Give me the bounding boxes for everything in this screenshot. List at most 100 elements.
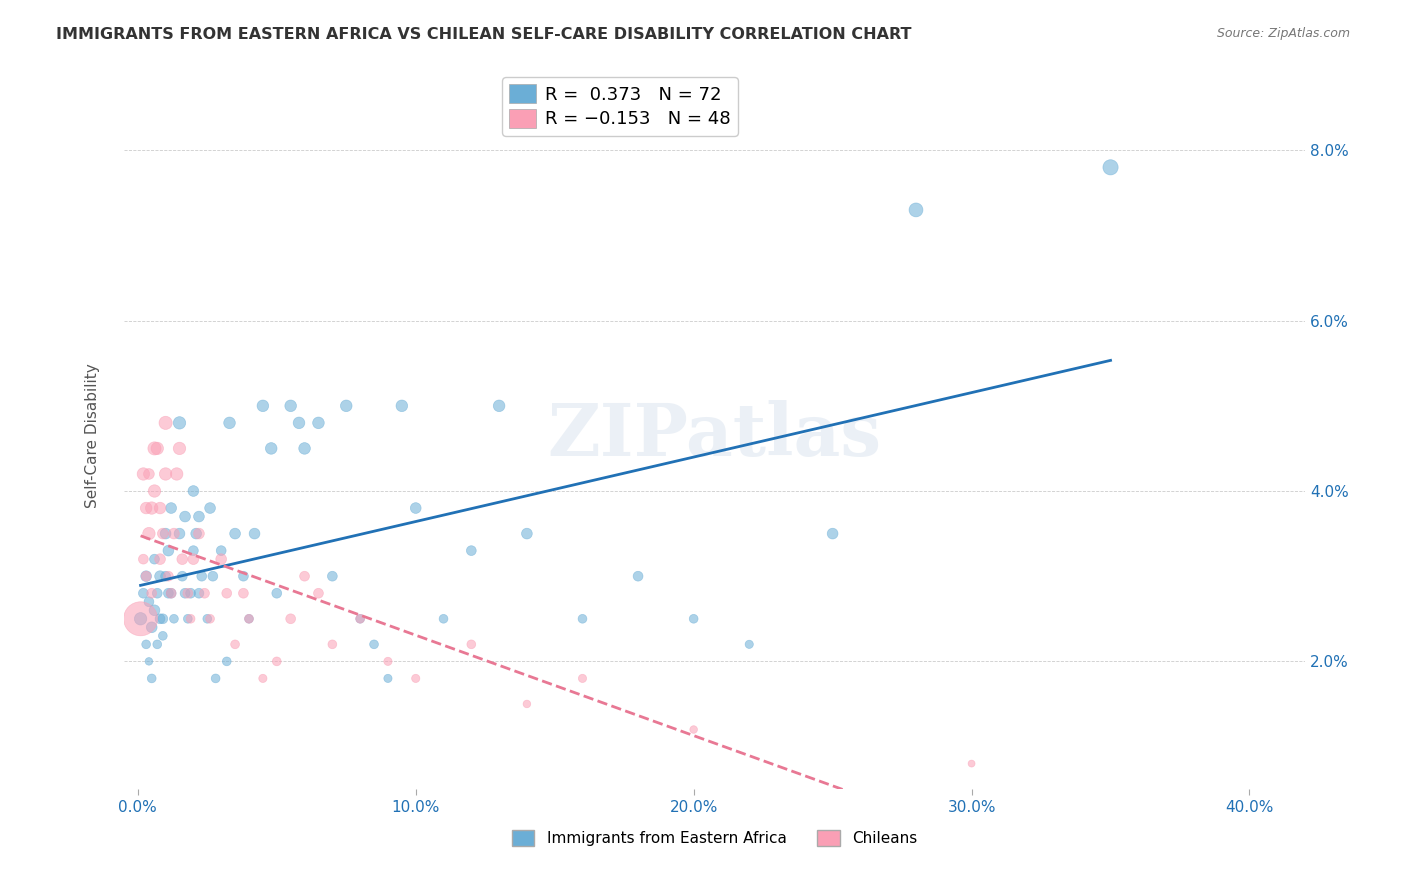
Point: [307, 416, 329, 430]
Point: [516, 526, 538, 541]
Point: [627, 569, 650, 583]
Point: [141, 586, 163, 600]
Point: [335, 399, 357, 413]
Point: [224, 526, 246, 541]
Point: [169, 442, 191, 456]
Point: [155, 467, 177, 481]
Point: [143, 603, 166, 617]
Point: [260, 442, 283, 456]
Point: [204, 672, 226, 686]
Point: [146, 637, 169, 651]
Point: [405, 501, 427, 516]
Point: [238, 612, 260, 626]
Point: [129, 612, 152, 626]
Point: [377, 654, 399, 668]
Point: [224, 637, 246, 651]
Point: [138, 467, 160, 481]
Point: [405, 672, 427, 686]
Point: [169, 526, 191, 541]
Point: [143, 483, 166, 498]
Point: [294, 569, 316, 583]
Point: [198, 501, 221, 516]
Point: [218, 416, 240, 430]
Point: [135, 569, 157, 583]
Point: [738, 637, 761, 651]
Point: [149, 612, 172, 626]
Point: [266, 586, 288, 600]
Point: [188, 586, 211, 600]
Point: [238, 612, 260, 626]
Point: [201, 569, 224, 583]
Point: [193, 586, 215, 600]
Point: [460, 543, 482, 558]
Text: Source: ZipAtlas.com: Source: ZipAtlas.com: [1216, 27, 1350, 40]
Point: [177, 586, 200, 600]
Point: [172, 552, 194, 566]
Point: [190, 569, 212, 583]
Point: [138, 595, 160, 609]
Point: [155, 416, 177, 430]
Point: [143, 552, 166, 566]
Point: [488, 399, 510, 413]
Point: [377, 672, 399, 686]
Point: [215, 654, 238, 668]
Point: [129, 612, 152, 626]
Point: [682, 723, 704, 737]
Point: [188, 509, 211, 524]
Point: [160, 586, 183, 600]
Point: [152, 526, 174, 541]
Point: [288, 416, 311, 430]
Point: [215, 586, 238, 600]
Y-axis label: Self-Care Disability: Self-Care Disability: [86, 363, 100, 508]
Point: [174, 586, 197, 600]
Point: [960, 756, 983, 771]
Point: [146, 442, 169, 456]
Point: [141, 672, 163, 686]
Point: [460, 637, 482, 651]
Point: [174, 509, 197, 524]
Point: [183, 552, 205, 566]
Point: [135, 501, 157, 516]
Point: [132, 467, 155, 481]
Point: [166, 467, 188, 481]
Point: [141, 501, 163, 516]
Point: [132, 552, 155, 566]
Point: [132, 586, 155, 600]
Point: [252, 672, 274, 686]
Point: [135, 637, 157, 651]
Point: [307, 586, 329, 600]
Point: [138, 526, 160, 541]
Point: [163, 526, 186, 541]
Point: [183, 483, 205, 498]
Point: [904, 202, 927, 217]
Point: [349, 612, 371, 626]
Point: [149, 501, 172, 516]
Point: [349, 612, 371, 626]
Point: [155, 526, 177, 541]
Point: [177, 612, 200, 626]
Point: [232, 569, 254, 583]
Legend: R =  0.373   N = 72, R = −0.153   N = 48: R = 0.373 N = 72, R = −0.153 N = 48: [502, 77, 738, 136]
Point: [321, 569, 343, 583]
Point: [160, 501, 183, 516]
Point: [321, 637, 343, 651]
Text: IMMIGRANTS FROM EASTERN AFRICA VS CHILEAN SELF-CARE DISABILITY CORRELATION CHART: IMMIGRANTS FROM EASTERN AFRICA VS CHILEA…: [56, 27, 911, 42]
Point: [135, 569, 157, 583]
Point: [169, 416, 191, 430]
Point: [152, 612, 174, 626]
Point: [294, 442, 316, 456]
Point: [682, 612, 704, 626]
Point: [138, 654, 160, 668]
Point: [180, 612, 202, 626]
Point: [157, 586, 180, 600]
Point: [198, 612, 221, 626]
Point: [266, 654, 288, 668]
Point: [152, 629, 174, 643]
Point: [280, 399, 302, 413]
Point: [149, 552, 172, 566]
Point: [243, 526, 266, 541]
Point: [363, 637, 385, 651]
Point: [157, 569, 180, 583]
Point: [188, 526, 211, 541]
Point: [432, 612, 454, 626]
